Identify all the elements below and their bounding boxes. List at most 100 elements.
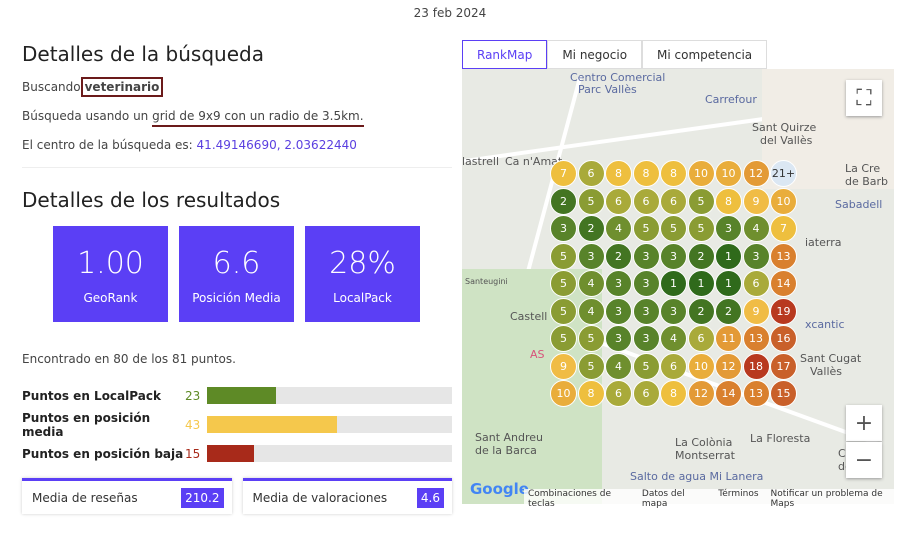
- zoom-out-button[interactable]: −: [846, 442, 882, 478]
- rank-dot[interactable]: 8: [660, 380, 687, 407]
- bar-count: 15: [185, 446, 201, 461]
- rank-dot[interactable]: 6: [632, 380, 660, 407]
- rank-dot[interactable]: 14: [770, 270, 797, 297]
- rank-dot[interactable]: 8: [660, 160, 687, 187]
- rank-dot[interactable]: 1: [687, 270, 715, 297]
- rank-dot[interactable]: 3: [632, 325, 660, 352]
- rank-dot[interactable]: 10: [687, 352, 715, 380]
- rank-dot[interactable]: 9: [550, 352, 577, 380]
- rank-dot[interactable]: 12: [687, 380, 715, 407]
- rank-dot[interactable]: 5: [550, 325, 577, 352]
- rank-dot[interactable]: 3: [605, 325, 632, 352]
- rank-dot[interactable]: 3: [577, 242, 605, 270]
- rank-dot[interactable]: 5: [577, 325, 605, 352]
- center-line: El centro de la búsqueda es: 41.49146690…: [22, 138, 452, 152]
- rank-dot[interactable]: 1: [715, 270, 742, 297]
- rank-dot[interactable]: 6: [687, 325, 715, 352]
- rank-dot[interactable]: 5: [687, 187, 715, 215]
- rank-dot[interactable]: 5: [577, 352, 605, 380]
- rank-dot[interactable]: 6: [742, 270, 770, 297]
- card-label: LocalPack: [333, 291, 392, 305]
- rank-dot[interactable]: 7: [550, 160, 577, 187]
- rank-dot[interactable]: 8: [632, 160, 660, 187]
- rank-dot[interactable]: 4: [742, 215, 770, 242]
- rank-dot[interactable]: 9: [742, 187, 770, 215]
- rank-dot[interactable]: 12: [715, 352, 742, 380]
- rank-dot[interactable]: 3: [605, 297, 632, 325]
- rank-dot[interactable]: 11: [715, 325, 742, 352]
- rank-dot[interactable]: 6: [605, 380, 632, 407]
- rank-dot[interactable]: 2: [577, 215, 605, 242]
- rank-dot[interactable]: 6: [660, 352, 687, 380]
- rank-dot[interactable]: 13: [770, 242, 797, 270]
- map-label: Centro Comercial: [570, 71, 666, 84]
- rank-dot[interactable]: 1: [660, 270, 687, 297]
- rank-dot[interactable]: 5: [687, 215, 715, 242]
- rank-dot[interactable]: 8: [715, 187, 742, 215]
- rank-dot[interactable]: 6: [660, 187, 687, 215]
- rank-dot[interactable]: 4: [660, 325, 687, 352]
- tab-mi-negocio[interactable]: Mi negocio: [547, 40, 643, 69]
- rank-dot[interactable]: 6: [605, 187, 632, 215]
- rank-dot[interactable]: 3: [660, 242, 687, 270]
- zoom-in-button[interactable]: +: [846, 405, 882, 441]
- rank-dot[interactable]: 2: [687, 242, 715, 270]
- rank-dot[interactable]: 4: [577, 297, 605, 325]
- rank-dot[interactable]: 3: [632, 242, 660, 270]
- map-label: Vallès: [810, 365, 843, 378]
- rank-dot[interactable]: 16: [770, 325, 797, 352]
- rank-dot[interactable]: 10: [550, 380, 577, 407]
- terms-link[interactable]: Términos: [718, 489, 759, 499]
- rank-dot[interactable]: 21+: [770, 160, 797, 187]
- rank-dot[interactable]: 14: [715, 380, 742, 407]
- rank-dot[interactable]: 3: [632, 297, 660, 325]
- rank-dot[interactable]: 12: [742, 160, 770, 187]
- rank-dot[interactable]: 3: [715, 215, 742, 242]
- rank-dot[interactable]: 13: [742, 325, 770, 352]
- rank-dot[interactable]: 5: [550, 270, 577, 297]
- rank-dot[interactable]: 3: [660, 297, 687, 325]
- rank-dot[interactable]: 3: [550, 215, 577, 242]
- report-problem-link[interactable]: Notificar un problema de Maps: [770, 489, 883, 509]
- rank-dot[interactable]: 5: [632, 215, 660, 242]
- rank-dot[interactable]: 19: [770, 297, 797, 325]
- map-data-link[interactable]: Datos del mapa: [641, 489, 685, 509]
- rank-dot[interactable]: 10: [687, 160, 715, 187]
- rank-dot[interactable]: 18: [742, 352, 770, 380]
- rank-dot[interactable]: 3: [605, 270, 632, 297]
- rank-dot[interactable]: 5: [632, 352, 660, 380]
- rank-dot[interactable]: 8: [605, 160, 632, 187]
- rank-dot[interactable]: 5: [550, 297, 577, 325]
- map-label: lastrell: [462, 155, 500, 168]
- rank-dot[interactable]: 15: [770, 380, 797, 407]
- rank-dot[interactable]: 9: [742, 297, 770, 325]
- keyboard-shortcuts-link[interactable]: Combinaciones de teclas: [528, 489, 611, 509]
- tab-rankmap[interactable]: RankMap: [462, 40, 548, 69]
- rank-dot[interactable]: 4: [605, 215, 632, 242]
- rank-dot[interactable]: 2: [687, 297, 715, 325]
- rank-dot[interactable]: 5: [577, 187, 605, 215]
- rank-dot[interactable]: 3: [632, 270, 660, 297]
- rank-dot[interactable]: 10: [770, 187, 797, 215]
- rank-dot[interactable]: 6: [632, 187, 660, 215]
- rank-dot[interactable]: 6: [577, 160, 605, 187]
- fullscreen-button[interactable]: ⛶: [846, 80, 882, 116]
- rank-dot[interactable]: 17: [770, 352, 797, 380]
- rank-dot[interactable]: 3: [742, 242, 770, 270]
- rank-dot[interactable]: 8: [577, 380, 605, 407]
- rank-dot[interactable]: 2: [605, 242, 632, 270]
- map-label: Santeugini: [465, 277, 508, 286]
- rank-dot[interactable]: 10: [715, 160, 742, 187]
- rank-dot[interactable]: 2: [715, 297, 742, 325]
- tab-mi-competencia[interactable]: Mi competencia: [642, 40, 768, 69]
- fullscreen-icon: ⛶: [856, 85, 872, 111]
- rank-dot[interactable]: 5: [550, 242, 577, 270]
- rank-dot[interactable]: 13: [742, 380, 770, 407]
- rank-dot[interactable]: 1: [715, 242, 742, 270]
- center-coordinates-link[interactable]: 41.49146690, 2.03622440: [196, 138, 357, 152]
- rank-dot[interactable]: 5: [660, 215, 687, 242]
- rank-dot[interactable]: 7: [770, 215, 797, 242]
- rank-dot[interactable]: 4: [605, 352, 632, 380]
- rank-dot[interactable]: 4: [577, 270, 605, 297]
- rank-dot[interactable]: 2: [550, 187, 577, 215]
